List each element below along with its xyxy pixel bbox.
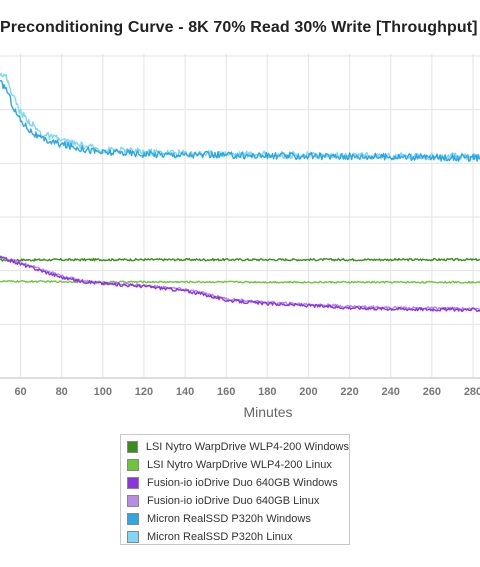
legend-label: LSI Nytro WarpDrive WLP4-200 Linux xyxy=(147,459,332,471)
legend-swatch xyxy=(127,513,139,525)
x-tick-label: 280 xyxy=(464,386,480,398)
x-tick-label: 240 xyxy=(382,386,400,398)
legend-swatch xyxy=(127,441,138,453)
legend-item: LSI Nytro WarpDrive WLP4-200 Windows xyxy=(127,438,349,456)
legend-swatch xyxy=(127,459,139,471)
series-line xyxy=(0,72,480,161)
x-tick-label: 120 xyxy=(135,386,153,398)
legend-item: LSI Nytro WarpDrive WLP4-200 Linux xyxy=(127,456,349,474)
legend-label: Fusion-io ioDrive Duo 640GB Linux xyxy=(147,495,320,507)
legend-item: Micron RealSSD P320h Windows xyxy=(127,510,349,528)
legend-item: Fusion-io ioDrive Duo 640GB Linux xyxy=(127,492,349,510)
series-line xyxy=(0,280,480,284)
x-tick-label: 80 xyxy=(56,386,68,398)
chart-title: Preconditioning Curve - 8K 70% Read 30% … xyxy=(0,19,478,36)
legend-item: Fusion-io ioDrive Duo 640GB Windows xyxy=(127,474,349,492)
legend-label: Micron RealSSD P320h Windows xyxy=(147,513,311,525)
legend-label: LSI Nytro WarpDrive WLP4-200 Windows xyxy=(145,441,349,453)
series-line xyxy=(0,255,480,312)
x-tick-labels: 60 80 100 120 140 160 180 200 220 240 260 280 xyxy=(14,386,480,398)
legend-label: Micron RealSSD P320h Linux xyxy=(147,531,293,543)
series-layer xyxy=(0,72,480,312)
legend: LSI Nytro WarpDrive WLP4-200 Windows LSI … xyxy=(120,434,350,545)
x-tick-label: 220 xyxy=(340,386,358,398)
legend-swatch xyxy=(127,477,139,489)
x-axis-title: Minutes xyxy=(243,404,292,420)
x-tick-label: 160 xyxy=(217,386,235,398)
x-tick-label: 60 xyxy=(14,386,26,398)
x-tick-label: 200 xyxy=(299,386,317,398)
legend-swatch xyxy=(127,531,139,543)
grid-layer xyxy=(0,54,480,379)
x-tick-label: 260 xyxy=(423,386,441,398)
legend-item: Micron RealSSD P320h Linux xyxy=(127,528,349,546)
legend-label: Fusion-io ioDrive Duo 640GB Windows xyxy=(147,477,338,489)
series-line xyxy=(0,257,480,262)
x-tick-label: 180 xyxy=(258,386,276,398)
x-tick-label: 140 xyxy=(176,386,194,398)
legend-swatch xyxy=(127,495,139,507)
x-tick-label: 100 xyxy=(94,386,112,398)
series-line xyxy=(0,80,480,162)
